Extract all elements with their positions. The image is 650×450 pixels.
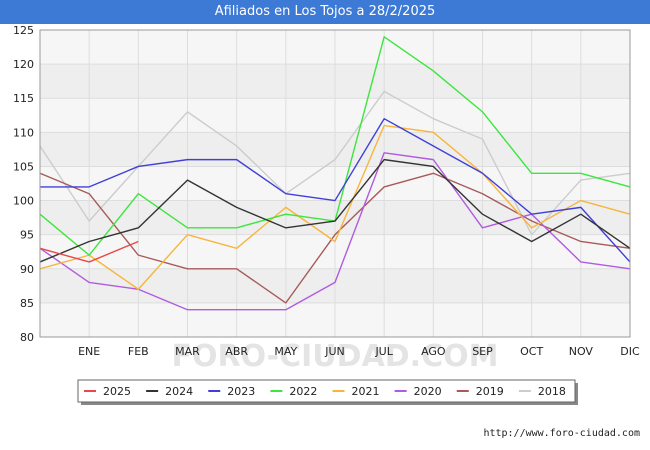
- series-line-2025: [39, 240, 139, 263]
- x-tick-label: ENE: [78, 345, 100, 358]
- y-tick-label: 85: [20, 297, 34, 310]
- series-line-2023: [40, 117, 631, 263]
- x-tick-label: SEP: [472, 345, 493, 358]
- y-tick-label: 105: [13, 160, 34, 173]
- series-line-2019: [39, 172, 631, 304]
- y-tick-label: 125: [13, 24, 34, 37]
- legend-label-2021: 2021: [352, 385, 380, 398]
- legend-label-2023: 2023: [227, 385, 255, 398]
- x-tick-label: AGO: [421, 345, 446, 358]
- x-tick-label: JUN: [324, 345, 345, 358]
- y-tick-label: 80: [20, 331, 34, 344]
- x-tick-label: OCT: [520, 345, 543, 358]
- legend-label-2019: 2019: [476, 385, 504, 398]
- series-line-2021: [39, 124, 631, 290]
- source-url: http://www.foro-ciudad.com: [483, 428, 640, 439]
- x-tick-label: MAY: [274, 345, 297, 358]
- y-tick-label: 90: [20, 263, 34, 276]
- x-tick-label: FEB: [128, 345, 149, 358]
- y-tick-label: 120: [13, 58, 34, 71]
- legend-label-2018: 2018: [538, 385, 566, 398]
- watermark: FORO-CIUDAD.COM: [172, 339, 499, 374]
- legend-label-2025: 2025: [103, 385, 131, 398]
- legend-label-2020: 2020: [414, 385, 442, 398]
- x-tick-label: MAR: [175, 345, 200, 358]
- y-tick-label: 110: [13, 126, 34, 139]
- x-tick-label: ABR: [225, 345, 248, 358]
- chart-title: Afiliados en Los Tojos a 28/2/2025: [0, 0, 650, 24]
- x-tick-label: DIC: [620, 345, 640, 358]
- plot-border: [39, 29, 631, 338]
- y-tick-label: 100: [13, 195, 34, 208]
- y-tick-label: 115: [13, 92, 34, 105]
- legend-label-2022: 2022: [289, 385, 317, 398]
- series-line-2024: [39, 158, 631, 263]
- x-tick-label: JUL: [374, 345, 393, 358]
- x-tick-label: NOV: [569, 345, 594, 358]
- legend-box: [77, 379, 576, 403]
- y-tick-label: 95: [20, 229, 34, 242]
- legend-label-2024: 2024: [165, 385, 193, 398]
